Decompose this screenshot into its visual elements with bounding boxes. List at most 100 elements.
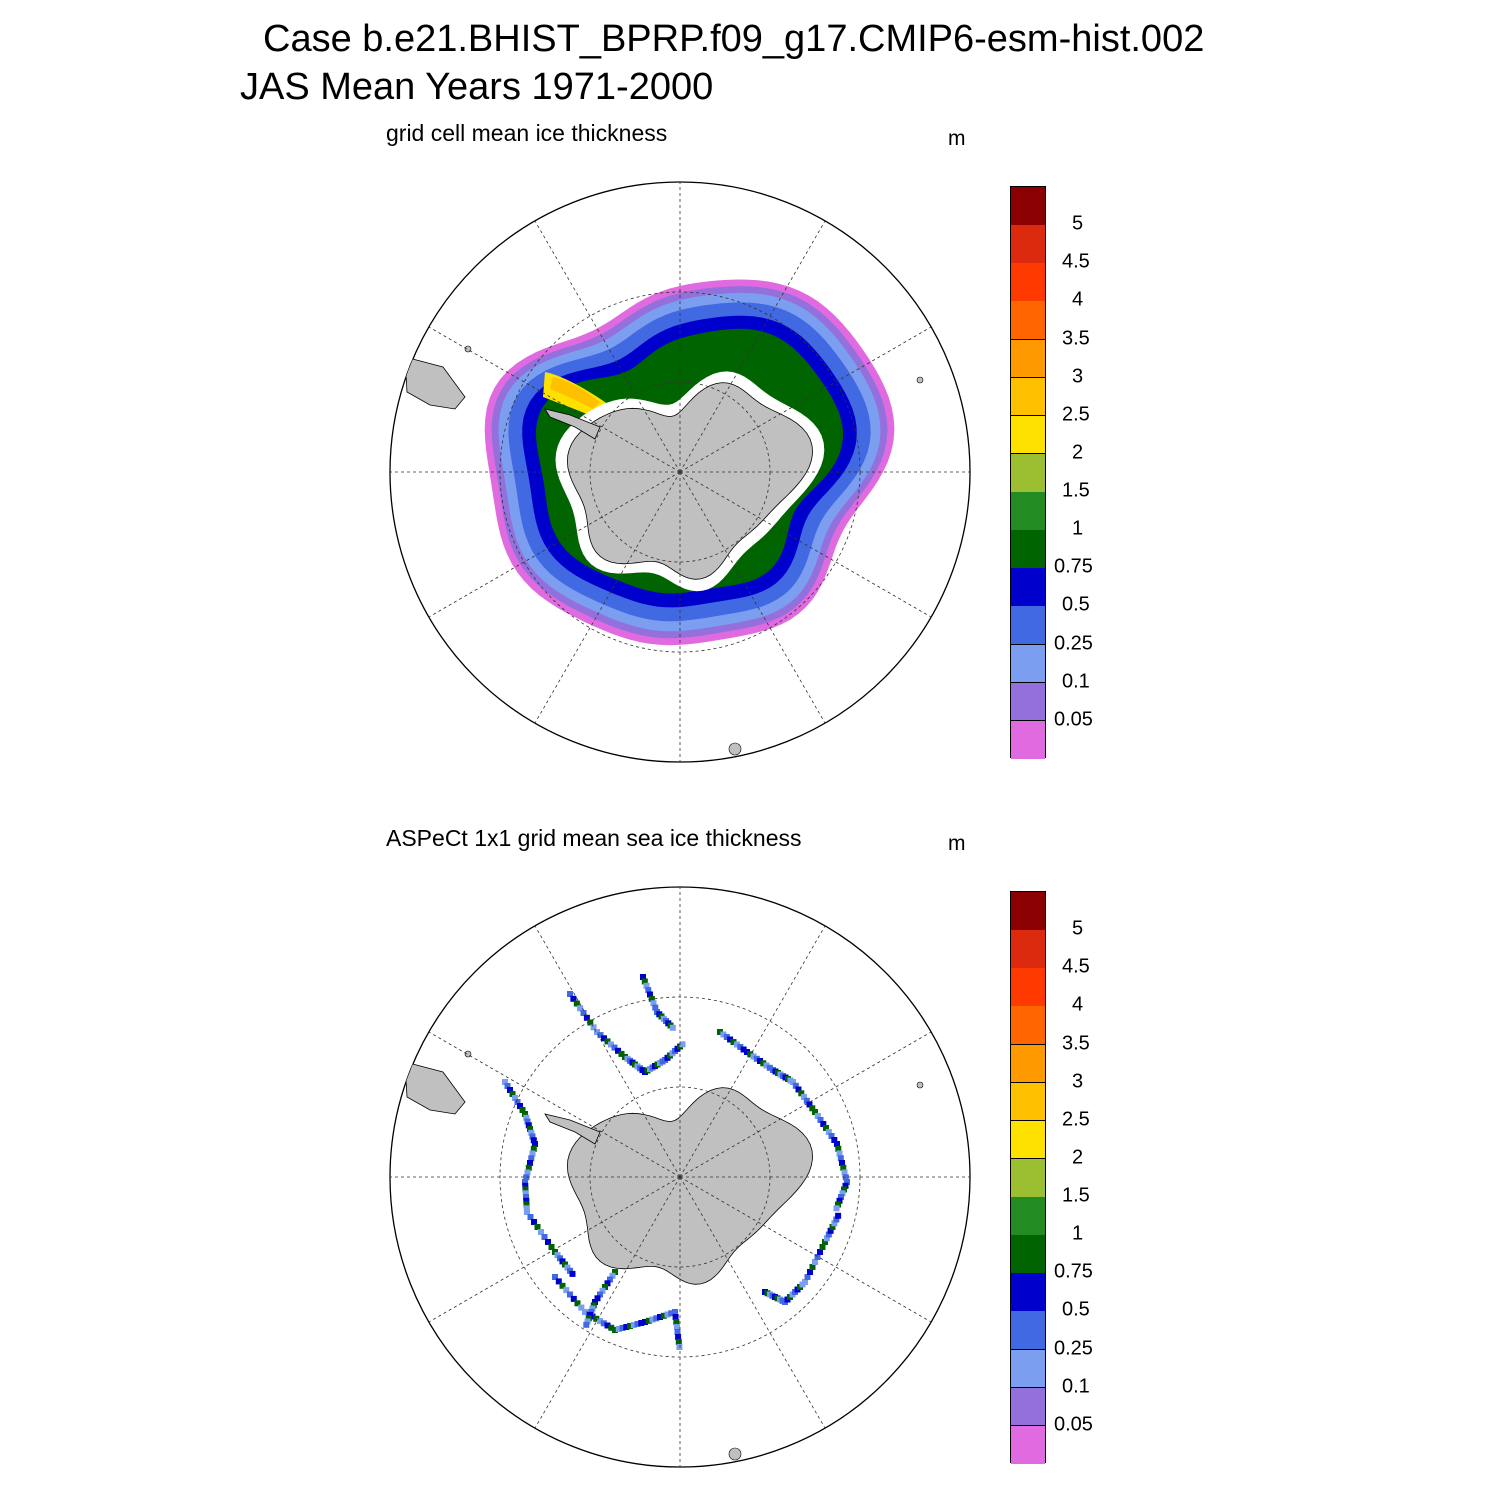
observation-cell	[594, 1029, 600, 1035]
colorbar-swatch	[1011, 1235, 1045, 1274]
observation-cell	[817, 1249, 823, 1255]
figure-title-line1: Case b.e21.BHIST_BPRP.f09_g17.CMIP6-esm-…	[263, 18, 1205, 60]
observation-cell	[604, 1280, 611, 1287]
colorbar-swatch	[1011, 930, 1045, 969]
colorbar-tick-label: 4.5	[1062, 955, 1090, 978]
observation-cell	[528, 1155, 535, 1162]
observation-cell	[522, 1186, 529, 1193]
observation-cell	[814, 1254, 821, 1260]
observation-cell	[673, 1324, 680, 1330]
colorbar-tick-label: 2.5	[1062, 1108, 1090, 1131]
observation-cell	[587, 1019, 594, 1026]
observation-cell	[842, 1182, 849, 1189]
observation-cell	[597, 1032, 604, 1039]
observation-cell	[643, 982, 650, 989]
observation-cell	[564, 1264, 571, 1271]
observation-cell	[582, 1309, 588, 1315]
colorbar-tick-label: 1	[1072, 1222, 1084, 1245]
observation-cell	[570, 995, 577, 1002]
island-land	[464, 345, 472, 353]
observation-cell	[555, 1278, 562, 1285]
observation-cell	[569, 1270, 576, 1277]
observation-cell	[538, 1229, 544, 1235]
observation-cell	[585, 1315, 592, 1322]
observation-cell	[675, 1334, 682, 1340]
observation-cell	[607, 1276, 613, 1283]
observation-cell	[559, 1282, 566, 1289]
observation-cell	[527, 1214, 534, 1220]
colorbar-swatch	[1011, 339, 1045, 379]
observation-cell	[801, 1094, 807, 1100]
observation-cell	[522, 1190, 529, 1197]
colorbar-swatch	[1011, 530, 1045, 569]
observation-cell	[672, 1314, 679, 1320]
observation-cell	[580, 1010, 587, 1016]
observation-cell	[604, 1322, 611, 1329]
observation-cell	[809, 1105, 816, 1112]
observation-cell	[750, 1053, 757, 1060]
observation-cell	[609, 1272, 616, 1279]
longitude-line	[679, 1031, 932, 1178]
observation-cell	[675, 1339, 682, 1345]
observation-cell	[608, 1324, 615, 1331]
observation-cell	[525, 1164, 532, 1171]
panel1-title: grid cell mean ice thickness	[386, 120, 668, 146]
observation-cell	[825, 1129, 832, 1135]
observation-cell	[669, 1024, 676, 1031]
observation-cell	[623, 1324, 630, 1330]
colorbar-swatch	[1011, 301, 1045, 341]
observation-cell	[814, 1113, 821, 1119]
observation-cell	[630, 1322, 637, 1328]
colorbar-tick-label: 0.05	[1054, 1413, 1093, 1436]
colorbar-box	[1010, 891, 1046, 1465]
colorbar-tick-label: 2	[1072, 441, 1084, 464]
colorbar-swatch	[1011, 187, 1045, 226]
observation-cell	[611, 1044, 618, 1051]
longitude-line	[428, 326, 681, 473]
observation-cell	[733, 1041, 740, 1048]
thick-ice-patch	[550, 377, 600, 409]
island-land	[728, 1447, 742, 1461]
colorbar-tick-label: 0.1	[1062, 670, 1090, 693]
longitude-line	[679, 925, 826, 1178]
observation-cell	[592, 1299, 598, 1305]
observation-cell	[530, 1137, 537, 1144]
colorbar-swatch	[1011, 606, 1045, 646]
observation-cell	[541, 1234, 548, 1240]
observation-cell	[594, 1295, 601, 1302]
longitude-line	[679, 1176, 826, 1429]
observation-cell	[673, 1319, 680, 1325]
colorbar-swatch	[1011, 1044, 1045, 1084]
observation-cell	[557, 1255, 563, 1262]
island-land	[464, 1050, 472, 1058]
observation-cell	[757, 1058, 763, 1064]
observation-cell	[524, 1118, 531, 1125]
observation-cell	[567, 1291, 573, 1298]
observation-cell	[554, 1252, 561, 1259]
observation-cell	[839, 1190, 846, 1197]
observation-cell	[657, 1314, 663, 1320]
observation-cell	[584, 1318, 591, 1325]
colorbar-tick-label: 3.5	[1062, 327, 1090, 350]
observation-cell	[593, 1315, 600, 1322]
observation-cell	[528, 1129, 535, 1136]
colorbar-tick-label: 0.05	[1054, 708, 1093, 731]
colorbar-swatch	[1011, 225, 1045, 264]
observation-cell	[837, 1155, 844, 1162]
observation-cell	[792, 1082, 799, 1089]
observation-cell	[588, 1308, 595, 1315]
observation-cell	[532, 1141, 538, 1147]
observation-cell	[522, 1179, 528, 1185]
colorbar-swatch	[1011, 492, 1045, 531]
observation-cell	[833, 1216, 840, 1223]
colorbar-tick-label: 2.5	[1062, 403, 1090, 426]
observation-cell	[615, 1047, 621, 1054]
observation-cell	[744, 1049, 750, 1055]
colorbar-swatch	[1011, 682, 1045, 722]
observation-cell	[642, 1319, 648, 1325]
observation-cell	[552, 1249, 558, 1255]
observation-cell	[523, 1114, 530, 1121]
observation-cell	[514, 1099, 521, 1105]
colorbar-swatch	[1011, 968, 1045, 1007]
observation-cell	[597, 1291, 603, 1298]
